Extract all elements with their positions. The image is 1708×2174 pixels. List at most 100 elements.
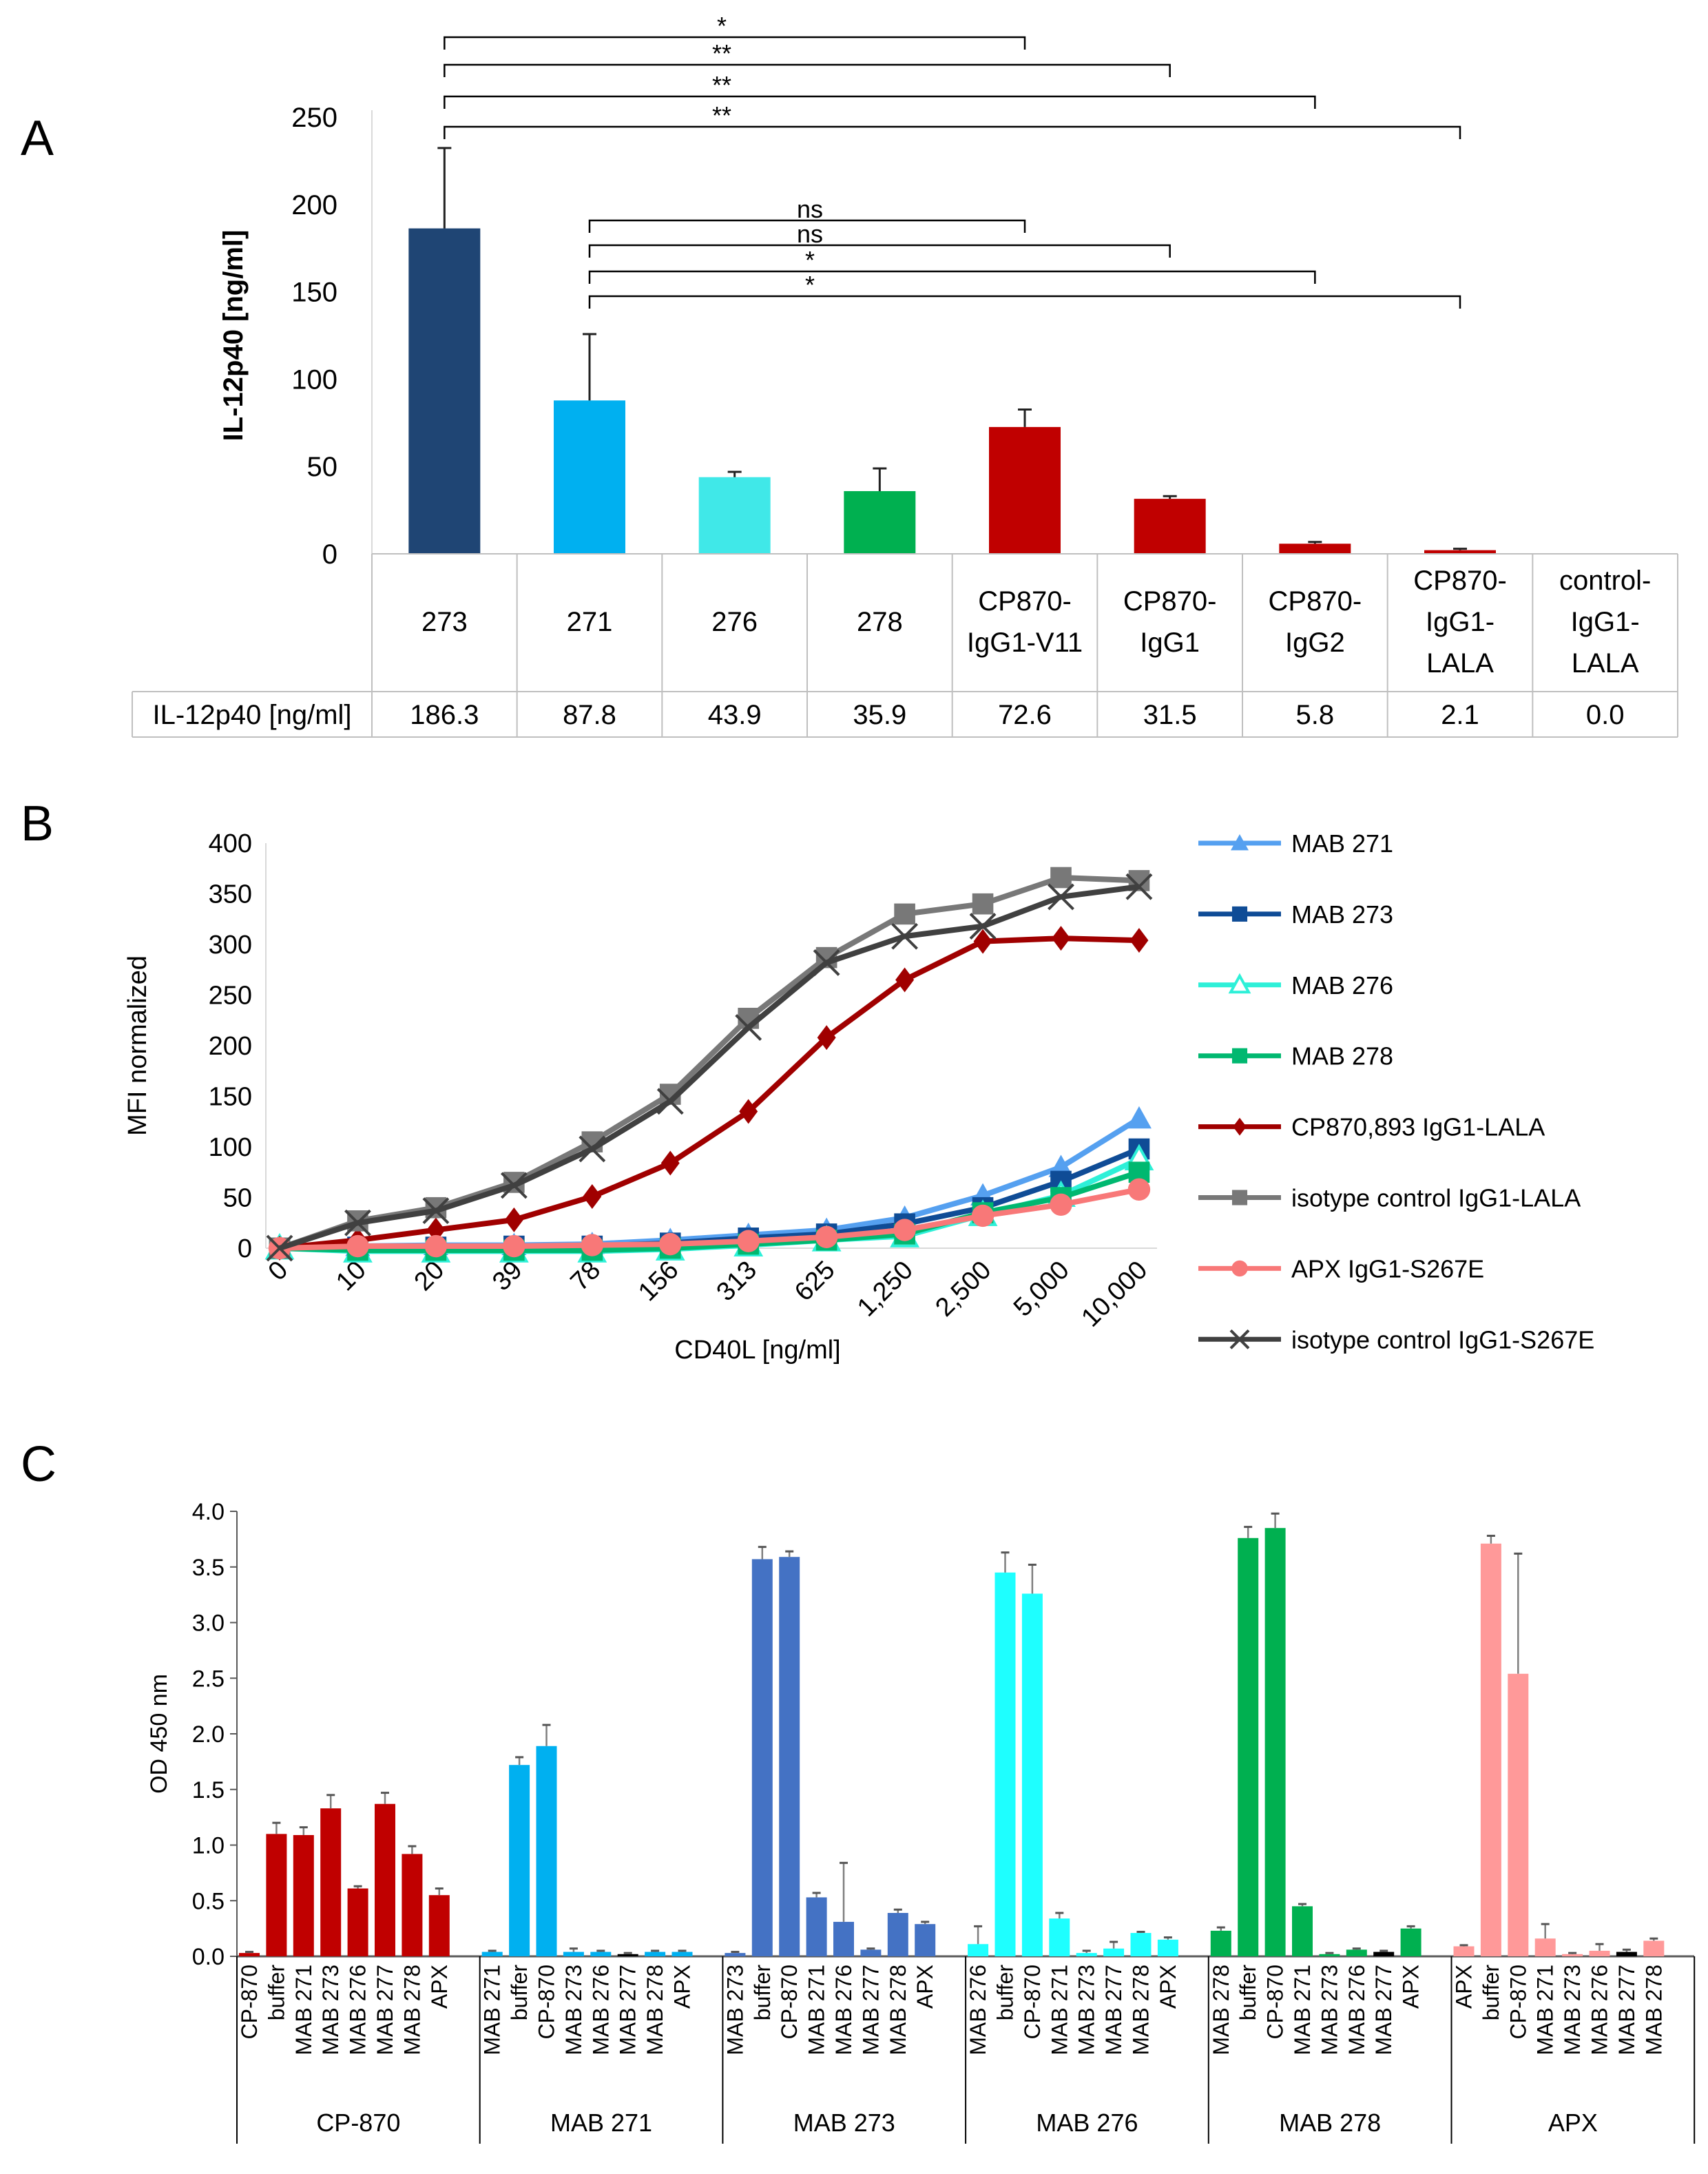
y-tick-label: 2.5: [192, 1666, 225, 1692]
bar: [1103, 1948, 1125, 1956]
series-line: [279, 1169, 1141, 1253]
data-point: [504, 1207, 523, 1232]
data-point: [817, 1025, 836, 1050]
bar: [320, 1808, 342, 1956]
bar-label: MAB 271: [1533, 1965, 1558, 2056]
table-value: 186.3: [410, 700, 479, 730]
bar-label: MAB 278: [1209, 1965, 1233, 2056]
group-label: MAB 276: [1036, 2109, 1138, 2137]
table-value: 72.6: [998, 700, 1052, 730]
table-value: 43.9: [708, 700, 762, 730]
bar: [1021, 1593, 1043, 1956]
bar-label: MAB 273: [722, 1965, 747, 2056]
data-point: [424, 1234, 448, 1258]
data-point: [346, 1234, 369, 1258]
y-tick-label: 100: [209, 1133, 252, 1162]
bar-label: buffer: [1236, 1965, 1260, 2021]
table-value: 31.5: [1143, 700, 1197, 730]
y-tick-label: 200: [291, 190, 337, 220]
bar-label: MAB 277: [858, 1965, 883, 2056]
category-label: IgG1-: [1426, 607, 1494, 637]
y-tick-label: 0: [238, 1234, 252, 1263]
bar-label: MAB 277: [616, 1965, 640, 2056]
data-point: [1050, 1193, 1072, 1216]
legend-marker: [1231, 834, 1249, 851]
bar: [989, 426, 1061, 554]
bar: [725, 1953, 746, 1956]
significance-label: *: [805, 246, 815, 274]
bar: [1238, 1538, 1259, 1956]
group-label: MAB 271: [550, 2109, 652, 2137]
legend-item: isotype control IgG1-LALA: [1198, 1184, 1581, 1212]
bar: [1279, 544, 1351, 554]
legend-item: MAB 271: [1198, 829, 1393, 858]
y-tick-label: 50: [223, 1184, 252, 1213]
bar-label: buffer: [993, 1965, 1018, 2021]
data-point: [266, 1234, 293, 1262]
legend-label: isotype control IgG1-LALA: [1291, 1184, 1581, 1212]
bar-label: APX: [1399, 1965, 1424, 2009]
bar-group: MAB 273 buffer CP-870 MAB 271 MAB 276 MAB 277…: [722, 1546, 937, 2137]
data-point: [1050, 867, 1072, 889]
category-label: 273: [421, 607, 468, 637]
significance-label: **: [712, 39, 731, 68]
group-label: MAB 273: [793, 2109, 895, 2137]
bar: [509, 1765, 530, 1956]
category-label: control-: [1559, 566, 1651, 596]
y-tick-label: 0: [322, 539, 337, 570]
bar-group: CP-870 buffer MAB 271 MAB 273 MAB 276 MAB 277…: [237, 1792, 452, 2137]
bar-label: buffer: [1479, 1965, 1503, 2021]
significance-bracket: [444, 95, 1316, 109]
bar: [293, 1834, 314, 1956]
panel-label: A: [21, 111, 54, 166]
significance-bracket: [588, 295, 1461, 309]
category-label: CP870-: [1269, 586, 1362, 617]
panel-a-il12-bar-chart: A 0 50 100 150 200 250 IL-12p40 [ng/ml] 273 186.3…: [21, 12, 1678, 738]
category-label: IgG2: [1285, 628, 1345, 658]
bar: [1049, 1918, 1070, 1956]
bar-label: MAB 278: [643, 1965, 667, 2056]
y-tick-label: 50: [307, 452, 338, 482]
significance-label: *: [805, 271, 815, 299]
bar-label: buffer: [264, 1965, 289, 2021]
bar-label: MAB 278: [399, 1965, 424, 2056]
legend-item: MAB 273: [1198, 900, 1393, 929]
data-point: [344, 1209, 371, 1236]
bar: [1076, 1953, 1097, 1956]
bar: [994, 1572, 1016, 1956]
legend-label: MAB 273: [1291, 900, 1393, 929]
y-tick-label: 400: [209, 829, 252, 858]
significance-bracket: [588, 244, 1171, 258]
bar: [239, 1953, 260, 1956]
series-line: [278, 884, 1140, 1251]
significance-label: *: [717, 12, 727, 40]
significance-label: ns: [797, 220, 823, 248]
data-point: [422, 1197, 450, 1225]
bar: [1134, 499, 1206, 554]
bar-label: CP-870: [777, 1965, 802, 2040]
category-label: 271: [567, 607, 613, 637]
data-point: [972, 893, 994, 915]
bar-label: APX: [1156, 1965, 1180, 2009]
bar-label: MAB 273: [1074, 1965, 1099, 2056]
data-point: [739, 1099, 758, 1124]
legend-label: MAB 276: [1291, 971, 1393, 1000]
bar-label: APX: [1452, 1965, 1477, 2009]
y-tick-label: 1.5: [192, 1777, 225, 1803]
legend-item: isotype control IgG1-S267E: [1198, 1325, 1594, 1354]
bar: [1319, 1954, 1340, 1956]
significance-bracket: [444, 125, 1461, 139]
bar-label: MAB 276: [966, 1965, 990, 2056]
bar-label: MAB 277: [1371, 1965, 1396, 2056]
data-point: [735, 1014, 762, 1041]
bar-label: MAB 273: [1317, 1965, 1342, 2056]
bar: [1130, 1933, 1152, 1956]
y-axis-title: OD 450 nm: [146, 1674, 172, 1794]
x-axis-title: CD40L [ng/ml]: [674, 1336, 840, 1365]
legend-item: APX IgG1-S267E: [1198, 1254, 1484, 1283]
group-label: APX: [1548, 2109, 1598, 2137]
bar-label: MAB 271: [291, 1965, 316, 2056]
y-tick-label: 4.0: [192, 1499, 225, 1525]
bar-label: MAB 273: [561, 1965, 586, 2056]
data-point: [973, 929, 992, 954]
